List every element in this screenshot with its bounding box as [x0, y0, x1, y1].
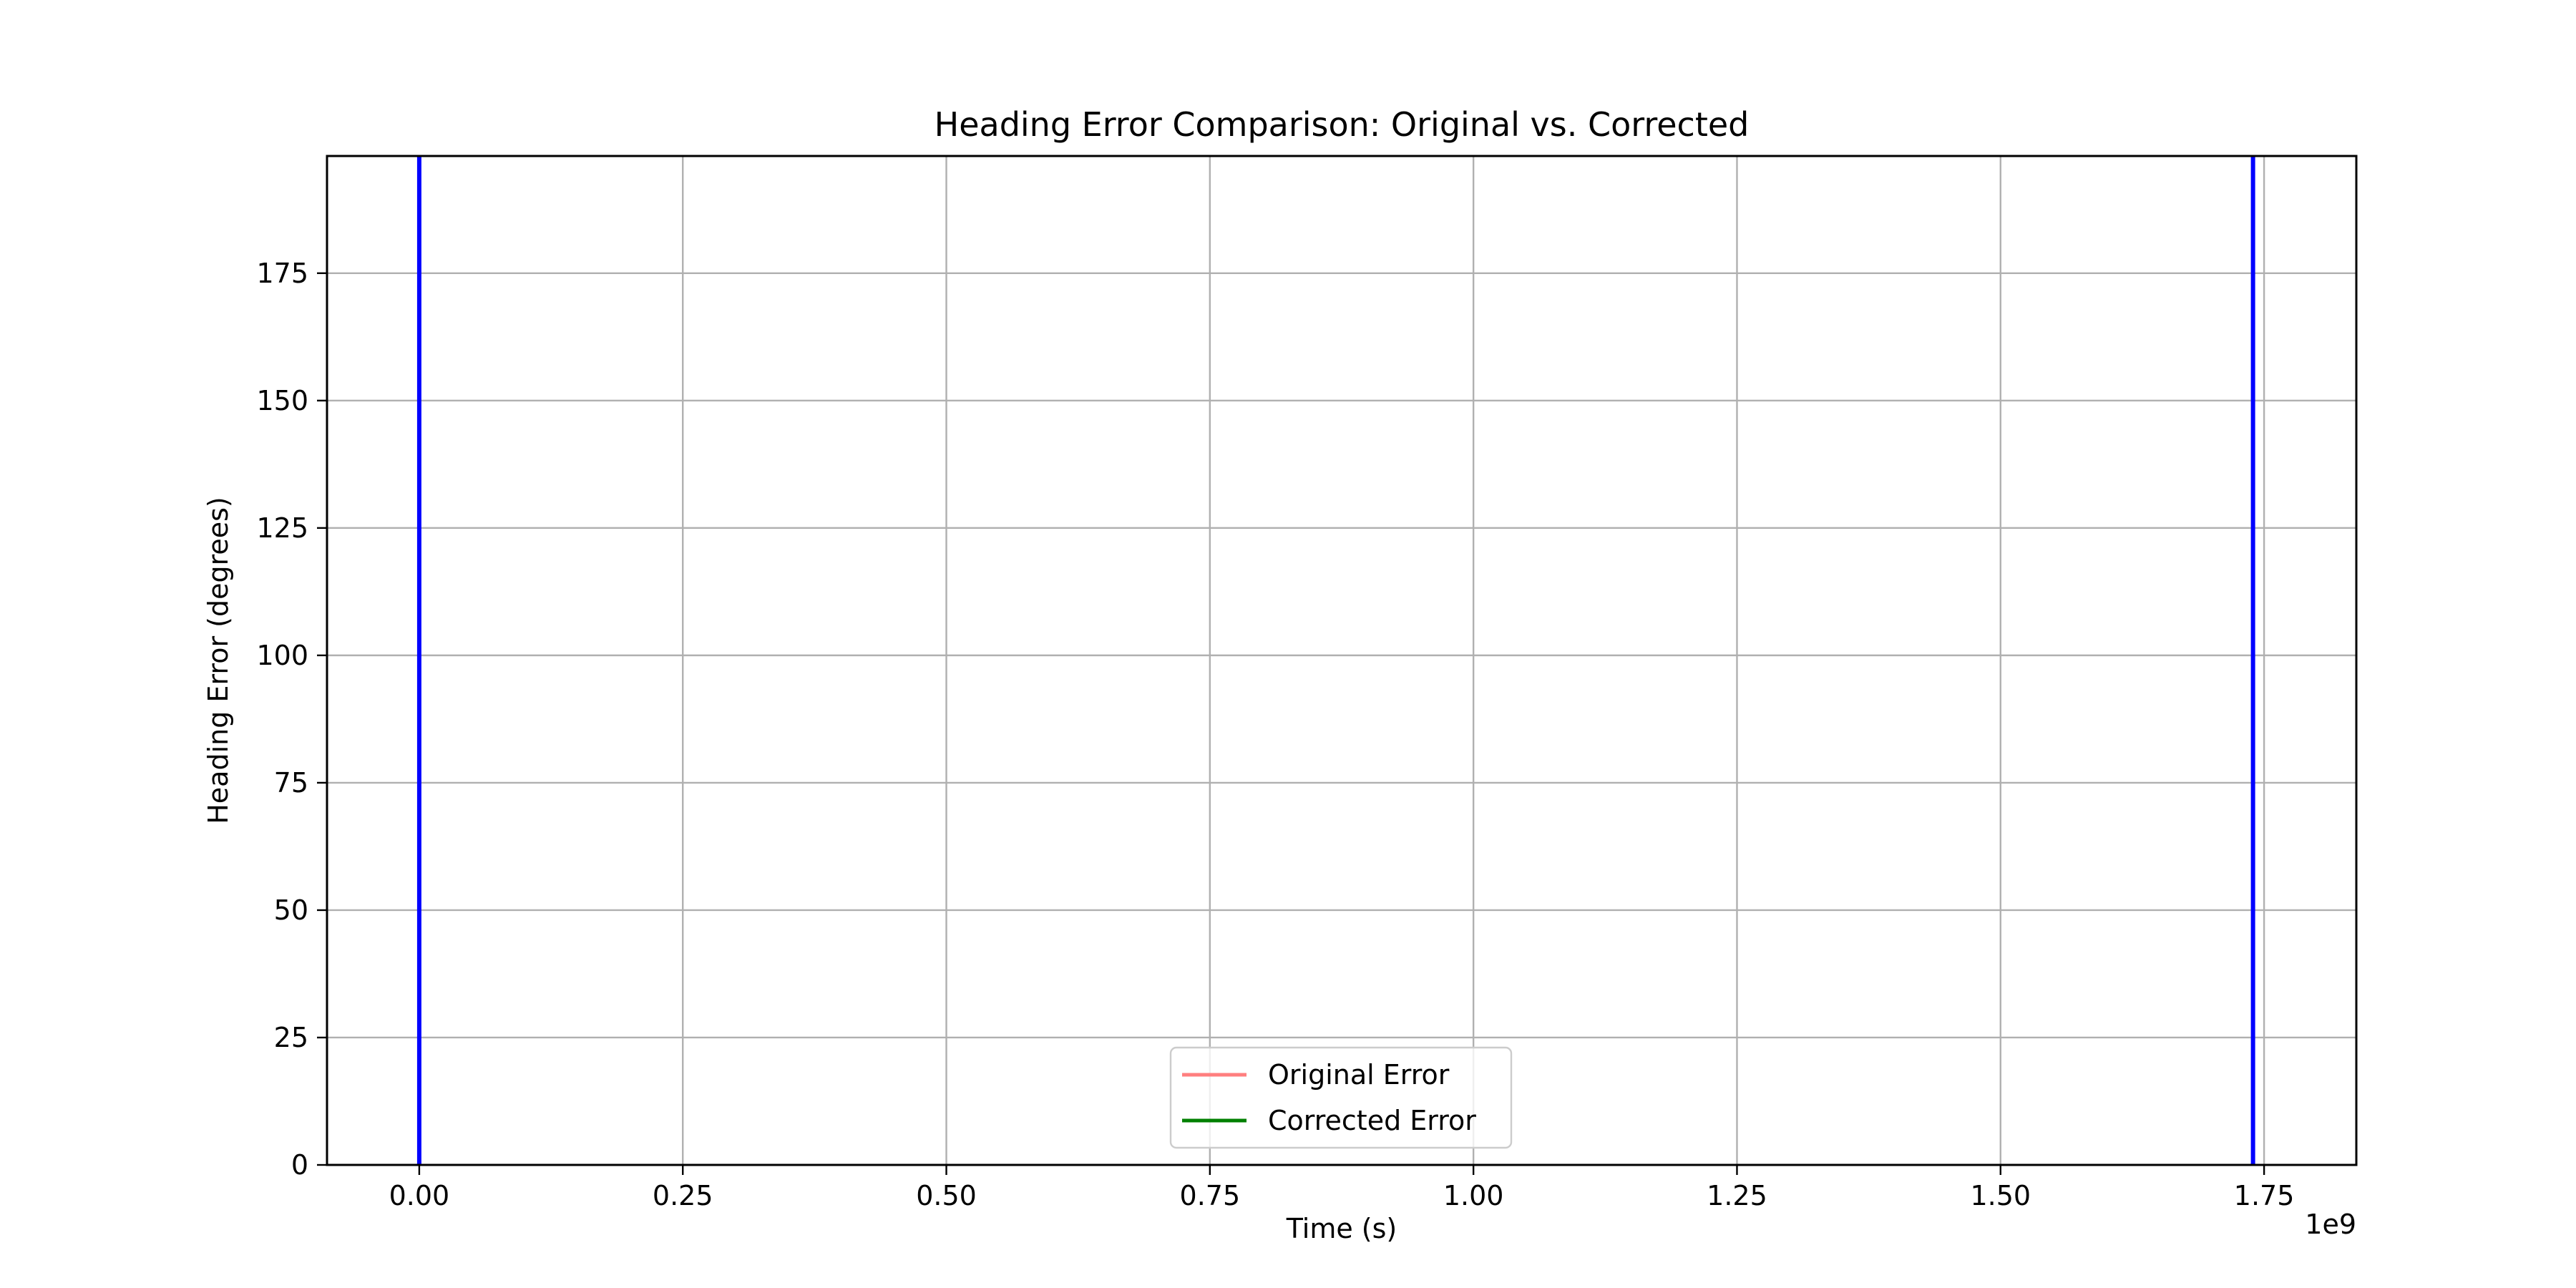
vertical-lines [416, 156, 2255, 1165]
x-tick-label: 1.50 [1970, 1180, 2031, 1211]
x-tick-label: 0.25 [653, 1180, 713, 1211]
x-tick-label: 1.75 [2234, 1180, 2295, 1211]
x-tick-label: 0.50 [916, 1180, 977, 1211]
x-tick-label: 1.00 [1443, 1180, 1504, 1211]
y-tick-label: 50 [274, 894, 308, 926]
x-axis-offset-label: 1e9 [2305, 1209, 2356, 1240]
x-tick-label: 1.25 [1707, 1180, 1767, 1211]
chart-title: Heading Error Comparison: Original vs. C… [935, 105, 1750, 144]
y-tick-label: 175 [256, 258, 308, 289]
legend-label: Corrected Error [1268, 1105, 1476, 1136]
plot-frame [326, 155, 2358, 1166]
y-axis-ticks: 0 25 50 75 100 125 150 175 [256, 258, 327, 1181]
y-tick-label: 75 [274, 767, 308, 799]
legend-label: Original Error [1268, 1059, 1450, 1091]
y-axis-label: Heading Error (degrees) [203, 497, 234, 824]
y-tick-label: 125 [256, 512, 308, 544]
x-tick-label: 0.00 [389, 1180, 450, 1211]
x-axis-ticks: 0.00 0.25 0.50 0.75 1.00 1.25 1.50 1.75 [389, 1165, 2295, 1211]
legend: Original Error Corrected Error [1169, 1046, 1513, 1149]
y-tick-label: 25 [274, 1022, 308, 1053]
legend-box [1169, 1046, 1513, 1149]
y-tick-label: 150 [256, 385, 308, 416]
y-tick-label: 0 [291, 1149, 308, 1181]
x-axis-label: Time (s) [1286, 1213, 1397, 1244]
x-tick-label: 0.75 [1180, 1180, 1241, 1211]
y-tick-label: 100 [256, 640, 308, 671]
